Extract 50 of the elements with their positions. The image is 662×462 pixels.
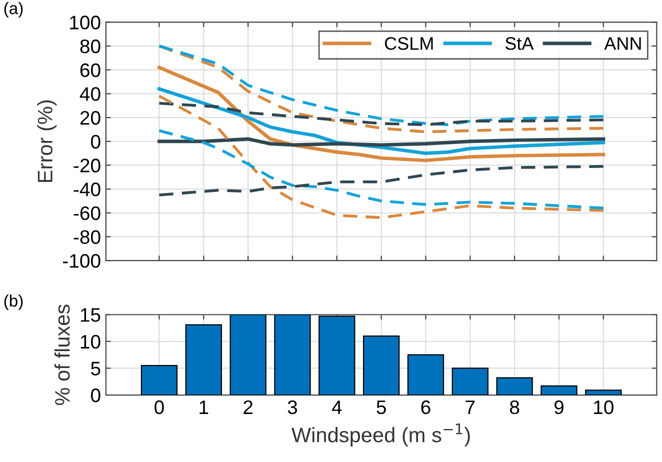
bar [407, 354, 444, 396]
y-tick-label: -40 [74, 182, 100, 196]
bar [452, 368, 488, 396]
y-tick-label: 15 [80, 308, 100, 322]
bar [496, 377, 533, 396]
x-tick-label: 7 [466, 400, 475, 414]
y-tick-label: 20 [80, 111, 100, 125]
text: (b) [4, 294, 23, 310]
y-tick-label: 5 [91, 362, 100, 376]
y-tick-label: 60 [80, 63, 100, 78]
bar [274, 314, 311, 396]
y-tick-label: 0 [91, 134, 100, 149]
bar [540, 385, 578, 396]
line-series [158, 129, 605, 210]
y-tick-label: 80 [80, 39, 100, 54]
line-series [158, 165, 605, 196]
x-tick-label: 8 [510, 400, 520, 414]
x-tick-label: 4 [332, 400, 342, 414]
bar [230, 314, 266, 396]
x-tick-label: 9 [554, 400, 564, 414]
text: (a) [4, 2, 23, 18]
x-tick-label: 2 [244, 400, 252, 414]
x-axis-title: Windspeed (m s$^{−1}$) [292, 424, 470, 446]
y-tick-label: -20 [74, 158, 100, 172]
y-axis-title: % of fluxes [54, 304, 70, 406]
x-tick-label: 1 [200, 400, 208, 414]
y-tick-label: 100 [70, 16, 100, 30]
y-tick-label: -60 [74, 206, 100, 220]
x-tick-label: 3 [288, 400, 298, 414]
y-tick-label: -100 [63, 254, 100, 268]
legend-label: ANN [604, 37, 641, 50]
bar [140, 364, 178, 396]
legend-label: StA [505, 37, 534, 50]
legend-label: CSLM [384, 37, 433, 50]
x-tick-label: 6 [421, 400, 430, 414]
bar [585, 390, 622, 396]
bar [362, 336, 400, 396]
x-tick-label: 0 [154, 400, 164, 414]
x-tick-label: 10 [594, 400, 614, 414]
y-tick-label: -80 [74, 230, 100, 244]
y-tick-label: 10 [80, 334, 100, 349]
line-series [158, 94, 605, 220]
y-axis-title: Error (%) [37, 100, 57, 182]
y-tick-label: 0 [91, 388, 100, 402]
bar [318, 316, 356, 396]
x-tick-label: 5 [376, 400, 386, 414]
y-tick-label: 40 [80, 87, 100, 101]
bar [185, 324, 222, 396]
line-series [157, 66, 606, 162]
line-series [158, 102, 605, 126]
